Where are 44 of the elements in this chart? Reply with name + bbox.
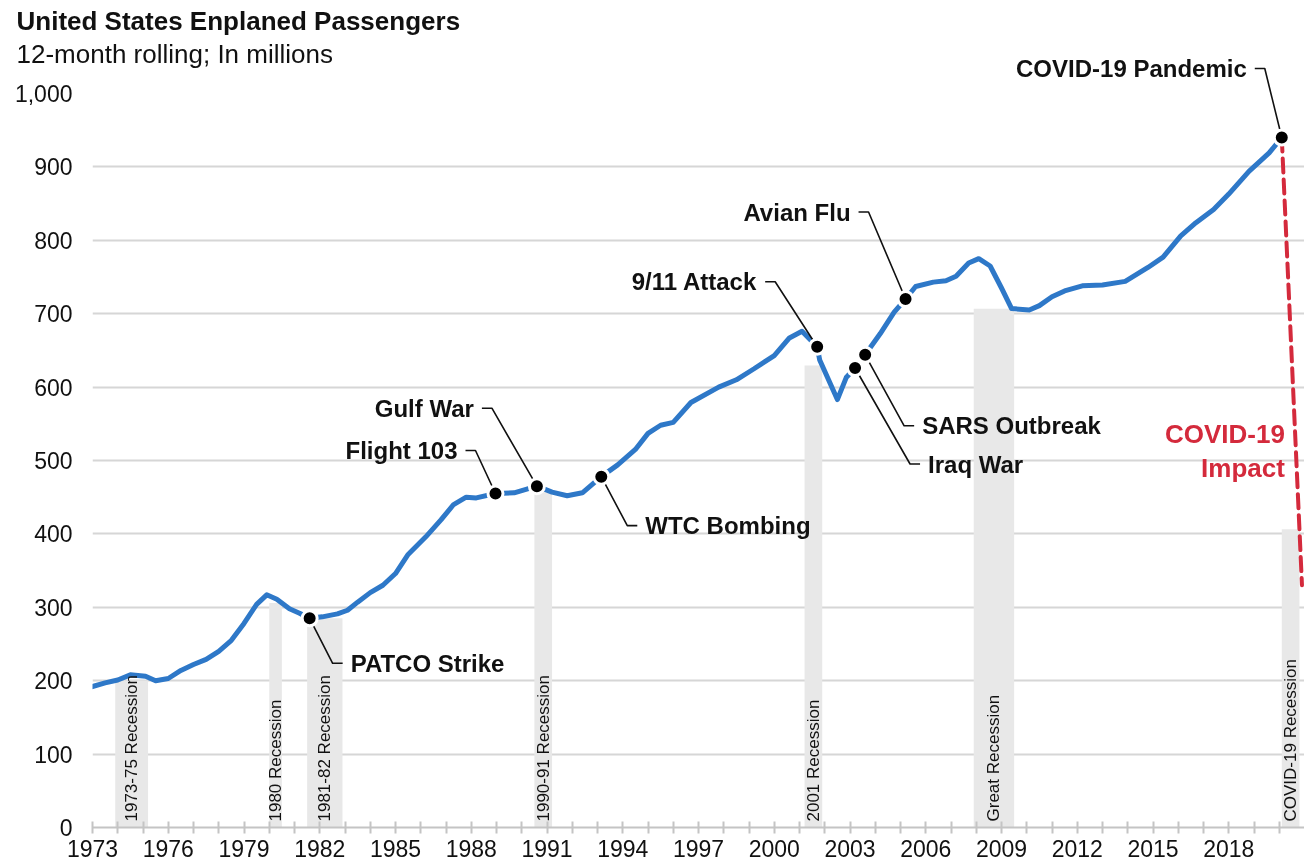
x-tick-label: 2018 <box>1203 835 1255 862</box>
x-tick-label: 1988 <box>445 835 497 862</box>
annotation: COVID-19 Pandemic <box>1016 55 1247 83</box>
x-tick-label: 2015 <box>1127 835 1179 862</box>
band-label: 2001 Recession <box>803 699 823 822</box>
band-label: Great Recession <box>984 694 1004 822</box>
y-tick-label: 300 <box>34 594 73 621</box>
annotation: Avian Flu <box>743 198 851 226</box>
x-tick-label: 2003 <box>824 835 876 862</box>
x-tick-label: 1994 <box>597 835 649 862</box>
x-tick-label: 2009 <box>975 835 1028 862</box>
annotation: Iraq War <box>928 450 1024 478</box>
annotation: SARS Outbreak <box>922 412 1102 440</box>
band-label: 1990-91 Recession <box>533 675 553 822</box>
annotation: WTC Bombing <box>645 512 811 540</box>
band-label: 1981-82 Recession <box>315 675 335 822</box>
x-tick-label: 1982 <box>294 835 346 862</box>
annotation: Gulf War <box>374 394 474 422</box>
y-tick-label: 900 <box>34 154 73 181</box>
y-tick-label: 200 <box>34 668 73 695</box>
x-tick-label: 1979 <box>218 835 270 862</box>
y-tick-label: 700 <box>34 301 73 328</box>
annotation: PATCO Strike <box>350 649 505 677</box>
x-tick-label: 1985 <box>369 835 422 862</box>
series-label: COVID-19 Impact <box>1165 418 1286 484</box>
x-tick-label: 2006 <box>900 835 952 862</box>
y-tick-label: 400 <box>34 521 73 548</box>
x-tick-label: 1976 <box>142 835 194 862</box>
band-label: 1973-75 Recession <box>122 675 142 822</box>
annotation: Flight 103 <box>345 437 458 465</box>
y-tick-label: 1,000 <box>14 81 73 107</box>
band-label: COVID-19 Recession <box>1281 658 1301 822</box>
x-tick-label: 2000 <box>748 835 800 862</box>
x-tick-label: 1997 <box>672 835 725 862</box>
y-tick-label: 100 <box>34 741 73 768</box>
band-label: 1980 Recession <box>266 699 286 822</box>
y-tick-label: 600 <box>34 374 73 401</box>
x-tick-label: 2012 <box>1051 835 1103 862</box>
y-tick-label: 800 <box>34 227 73 254</box>
chart-subtitle: 12-month rolling; In millions <box>16 38 333 69</box>
x-tick-label: 1991 <box>521 835 573 862</box>
chart-title: United States Enplaned Passengers <box>16 5 461 36</box>
annotation: 9/11 Attack <box>631 268 757 296</box>
y-tick-label: 500 <box>34 448 73 474</box>
